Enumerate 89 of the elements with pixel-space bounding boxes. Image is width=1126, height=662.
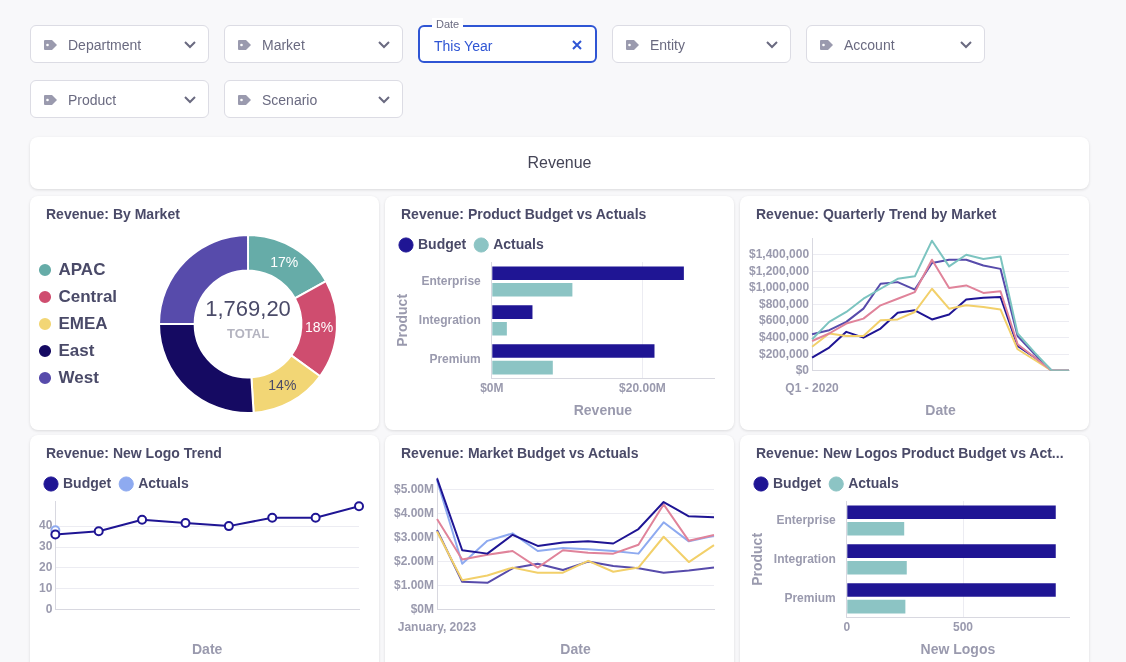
text: Scenario [262, 92, 318, 108]
legend-label: EMEA [58, 313, 108, 333]
y-axis-title: Product [749, 532, 766, 586]
text: This Year [434, 38, 493, 54]
bar [492, 344, 655, 358]
y-tick-label: Integration [773, 551, 836, 566]
y-tick-label: Integration [418, 312, 481, 327]
y-tick-label: Premium [784, 590, 836, 605]
bar [847, 544, 1056, 558]
text: Revenue [526, 154, 593, 172]
bar [847, 599, 906, 614]
bar [492, 266, 684, 280]
legend-label: Actuals [138, 474, 189, 491]
chart-title: Revenue: By Market [46, 206, 180, 222]
y-tick-label: $1,200,000 [749, 263, 810, 278]
legend-label: West [58, 367, 100, 387]
point [354, 501, 364, 512]
y-tick-label: $4.00M [393, 505, 435, 520]
y-tick-label: $3.00M [393, 529, 435, 544]
x-axis-title: Date [925, 402, 956, 419]
bar [492, 282, 573, 297]
legend-label: Actuals [493, 235, 544, 252]
x-axis-title: Date [191, 641, 223, 658]
data-label: 17% [270, 253, 299, 270]
chart-title: Revenue: Market Budget vs Actuals [401, 445, 639, 461]
x-tick-label: January, 2023 [397, 620, 477, 635]
text: Account [844, 37, 895, 53]
point [137, 514, 148, 525]
y-tick-label: 0 [45, 602, 53, 617]
y-tick-label: Enterprise [776, 512, 837, 527]
x-axis-title: Date [560, 641, 591, 658]
y-tick-label: $800,000 [759, 296, 810, 311]
bar [847, 505, 1056, 519]
x-axis-title: New Logos [920, 641, 996, 658]
legend-label: Budget [418, 235, 467, 252]
y-tick-label: $5.00M [393, 481, 435, 496]
y-tick-label: $0 [795, 363, 810, 378]
data-label: 18% [305, 319, 334, 336]
point [267, 512, 278, 523]
x-tick-label: $20.00M [619, 381, 666, 396]
bar [847, 560, 907, 575]
bar [492, 305, 533, 319]
y-tick-label: Premium [429, 351, 481, 366]
y-tick-label: 20 [38, 560, 53, 575]
chart-title: Revenue: New Logo Trend [46, 445, 222, 461]
bar [847, 521, 905, 536]
y-tick-label: $0M [410, 602, 435, 617]
y-tick-label: $1,000,000 [749, 280, 810, 295]
y-tick-label: $1.00M [393, 578, 435, 592]
text: Date [432, 18, 464, 30]
y-tick-label: $200,000 [759, 346, 810, 361]
legend-label: Actuals [848, 474, 899, 491]
point [180, 517, 191, 528]
point [310, 512, 321, 523]
bar [492, 360, 553, 375]
text: 1,769,20 [205, 296, 291, 322]
point [50, 529, 61, 540]
text: Department [68, 37, 142, 53]
y-tick-label: $400,000 [759, 329, 810, 344]
point [223, 521, 234, 532]
x-tick-label: 500 [953, 620, 974, 635]
chart-title: Revenue: Product Budget vs Actuals [401, 206, 647, 222]
legend-label: Budget [63, 474, 112, 491]
y-tick-label: 40 [38, 518, 53, 533]
x-tick-label: 0 [843, 620, 851, 635]
x-tick-label: Q1 - 2020 [785, 381, 840, 396]
y-tick-label: 30 [38, 539, 53, 554]
legend-label: APAC [58, 259, 106, 279]
y-tick-label: 10 [38, 581, 53, 596]
chart-title: Revenue: Quarterly Trend by Market [756, 206, 997, 222]
text: Product [68, 92, 117, 108]
text: Market [262, 37, 305, 53]
bar [492, 321, 507, 336]
y-tick-label: $1,400,000 [749, 247, 810, 262]
chart-title: Revenue: New Logos Product Budget vs Act... [756, 445, 1064, 461]
y-axis-title: Product [394, 293, 411, 347]
bar [847, 583, 1056, 597]
y-tick-label: $2.00M [393, 553, 435, 568]
text: TOTAL [226, 325, 270, 341]
legend-label: Budget [773, 474, 822, 491]
y-tick-label: $600,000 [759, 313, 810, 328]
text: Entity [650, 37, 686, 53]
legend-label: East [58, 340, 95, 360]
x-tick-label: $0M [480, 381, 504, 396]
y-tick-label: Enterprise [421, 273, 482, 288]
point [93, 526, 104, 537]
x-axis-title: Revenue [573, 402, 633, 419]
data-label: 14% [268, 377, 297, 394]
legend-label: Central [58, 286, 118, 306]
